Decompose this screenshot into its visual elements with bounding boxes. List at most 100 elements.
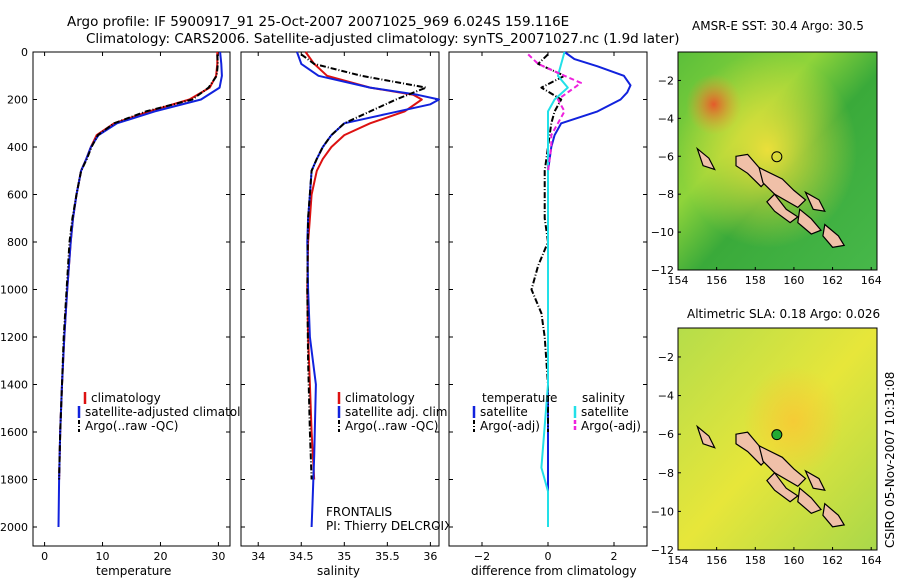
- map-x-tick-label: 156: [706, 554, 727, 567]
- y-tick-label: 0: [21, 46, 28, 59]
- map-y-tick-label: −4: [658, 390, 674, 403]
- map-y-tick-label: −8: [658, 188, 674, 201]
- sla-map-panel: Altimetric SLA: 0.18 Argo: 0.026 154 156 1…: [651, 307, 882, 567]
- island-outline: [766, 193, 799, 224]
- difference-legend-group-temperature: temperature: [482, 391, 557, 405]
- difference-panel: −2 0 2 difference from climatology tempera…: [448, 51, 648, 578]
- series-line-salinity-argo-adj-: [527, 53, 582, 171]
- map-y-tick-label: −10: [651, 505, 674, 518]
- y-tick-label: 400: [7, 141, 28, 154]
- map-x-tick-label: 164: [861, 554, 882, 567]
- difference-legend-sal-satellite: satellite: [581, 405, 629, 419]
- argo-float-marker: [771, 429, 783, 441]
- x-tick-label: 0: [545, 550, 552, 563]
- temperature-legend: climatology satellite-adjusted climatolo…: [77, 391, 263, 433]
- y-tick-label: 1200: [0, 331, 28, 344]
- y-tick-label: 200: [7, 94, 28, 107]
- x-tick-label: 30: [211, 550, 225, 563]
- sst-map-title: AMSR-E SST: 30.4 Argo: 30.5: [692, 19, 864, 33]
- island-outline: [797, 487, 822, 514]
- sst-map-frame: [677, 51, 878, 271]
- x-tick-label: 0: [41, 550, 48, 563]
- map-x-tick-label: 158: [745, 274, 766, 287]
- y-tick-label: 600: [7, 189, 28, 202]
- difference-lines: [527, 51, 632, 527]
- difference-legend-temp-argo: Argo(-adj): [480, 419, 540, 433]
- difference-legend-sal-argo: Argo(-adj): [581, 419, 641, 433]
- x-tick-label: 34.5: [289, 550, 314, 563]
- map-x-tick-label: 160: [783, 554, 804, 567]
- salinity-legend: climatology satellite adj. clim. Argo(..…: [337, 391, 451, 433]
- island-outline: [758, 166, 807, 209]
- map-x-tick-label: 162: [822, 274, 843, 287]
- map-y-tick-label: −6: [658, 150, 674, 163]
- salinity-legend-argo: Argo(..raw -QC): [345, 419, 438, 433]
- header-line-1: Argo profile: IF 5900917_91 25-Oct-2007 …: [67, 14, 569, 30]
- y-tick-label: 1400: [0, 379, 28, 392]
- x-tick-label: 2: [611, 550, 618, 563]
- series-line-argo-raw-qc-: [58, 54, 219, 480]
- x-tick-label: −2: [474, 550, 490, 563]
- x-tick-label: 35.5: [375, 550, 400, 563]
- map-x-tick-label: 158: [745, 554, 766, 567]
- float-program-label: FRONTALIS: [326, 505, 392, 519]
- difference-ticks: −2 0 2: [449, 51, 647, 563]
- y-tick-label: 1800: [0, 474, 28, 487]
- temperature-xlabel: temperature: [96, 564, 171, 578]
- difference-xlabel: difference from climatology: [471, 564, 637, 578]
- series-line-salinity-satellite: [540, 51, 569, 527]
- island-outline: [696, 146, 716, 171]
- csiro-timestamp: CSIRO 05-Nov-2007 10:31:08: [883, 372, 897, 548]
- map-y-tick-label: −10: [651, 226, 674, 239]
- difference-legend-group-salinity: salinity: [582, 391, 625, 405]
- temperature-legend-argo: Argo(..raw -QC): [85, 419, 178, 433]
- series-line-argo-raw-qc-: [300, 53, 428, 480]
- map-y-tick-label: −8: [658, 467, 674, 480]
- map-x-tick-label: 154: [668, 274, 689, 287]
- map-y-tick-label: −12: [651, 544, 674, 557]
- x-tick-label: 35: [337, 550, 351, 563]
- x-tick-label: 36: [423, 550, 437, 563]
- temperature-legend-climatology: climatology: [91, 391, 161, 405]
- map-x-tick-label: 156: [706, 274, 727, 287]
- map-y-tick-label: −12: [651, 264, 674, 277]
- principal-investigator-label: PI: Thierry DELCROIX: [326, 519, 452, 533]
- y-tick-label: 1000: [0, 284, 28, 297]
- temperature-axes-frame: [32, 51, 231, 547]
- difference-legend-temp-satellite: satellite: [480, 405, 528, 419]
- temperature-ticks: 0 10 20 30 0 200 400 600 800 1000 1200 1400 1600 1800…: [0, 46, 230, 563]
- salinity-axes-frame: [240, 51, 440, 547]
- header-line-2: Climatology: CARS2006. Satellite-adjuste…: [86, 31, 679, 47]
- series-line-temperature-argo-adj-: [530, 53, 566, 432]
- map-y-tick-label: −2: [658, 74, 674, 87]
- difference-legend: temperature salinity satellite Argo(-adj…: [472, 391, 641, 433]
- salinity-lines: [296, 51, 440, 528]
- sla-islands: [696, 424, 846, 528]
- salinity-legend-satellite: satellite adj. clim.: [345, 405, 451, 419]
- temperature-panel: 0 10 20 30 0 200 400 600 800 1000 1200 1400 1600 1800…: [0, 46, 263, 578]
- salinity-xlabel: salinity: [317, 564, 360, 578]
- y-tick-label: 800: [7, 236, 28, 249]
- sla-argo-marker: [771, 429, 783, 441]
- x-tick-label: 34: [251, 550, 265, 563]
- map-x-tick-label: 154: [668, 554, 689, 567]
- island-outline: [822, 502, 846, 528]
- sst-argo-marker: [771, 151, 783, 163]
- island-outline: [804, 469, 826, 491]
- sla-map-frame: [677, 327, 878, 551]
- salinity-legend-climatology: climatology: [345, 391, 415, 405]
- argo-float-marker: [771, 151, 783, 163]
- map-x-tick-label: 160: [783, 274, 804, 287]
- y-tick-label: 1600: [0, 426, 28, 439]
- sst-map-ticks: 154 156 158 160 162 164 −2 −4 −6 −8 −10 −12: [651, 74, 882, 287]
- sst-islands: [696, 146, 846, 248]
- x-tick-label: 10: [96, 550, 110, 563]
- island-outline: [696, 424, 716, 449]
- island-outline: [758, 444, 807, 488]
- salinity-ticks: 34 34.5 35 35.5 36: [241, 51, 439, 563]
- island-outline: [797, 208, 823, 235]
- map-x-tick-label: 164: [861, 274, 882, 287]
- sst-hot-patch: [678, 52, 877, 270]
- sst-map-panel: AMSR-E SST: 30.4 Argo: 30.5 154 156 158 160…: [651, 19, 882, 287]
- map-y-tick-label: −2: [658, 351, 674, 364]
